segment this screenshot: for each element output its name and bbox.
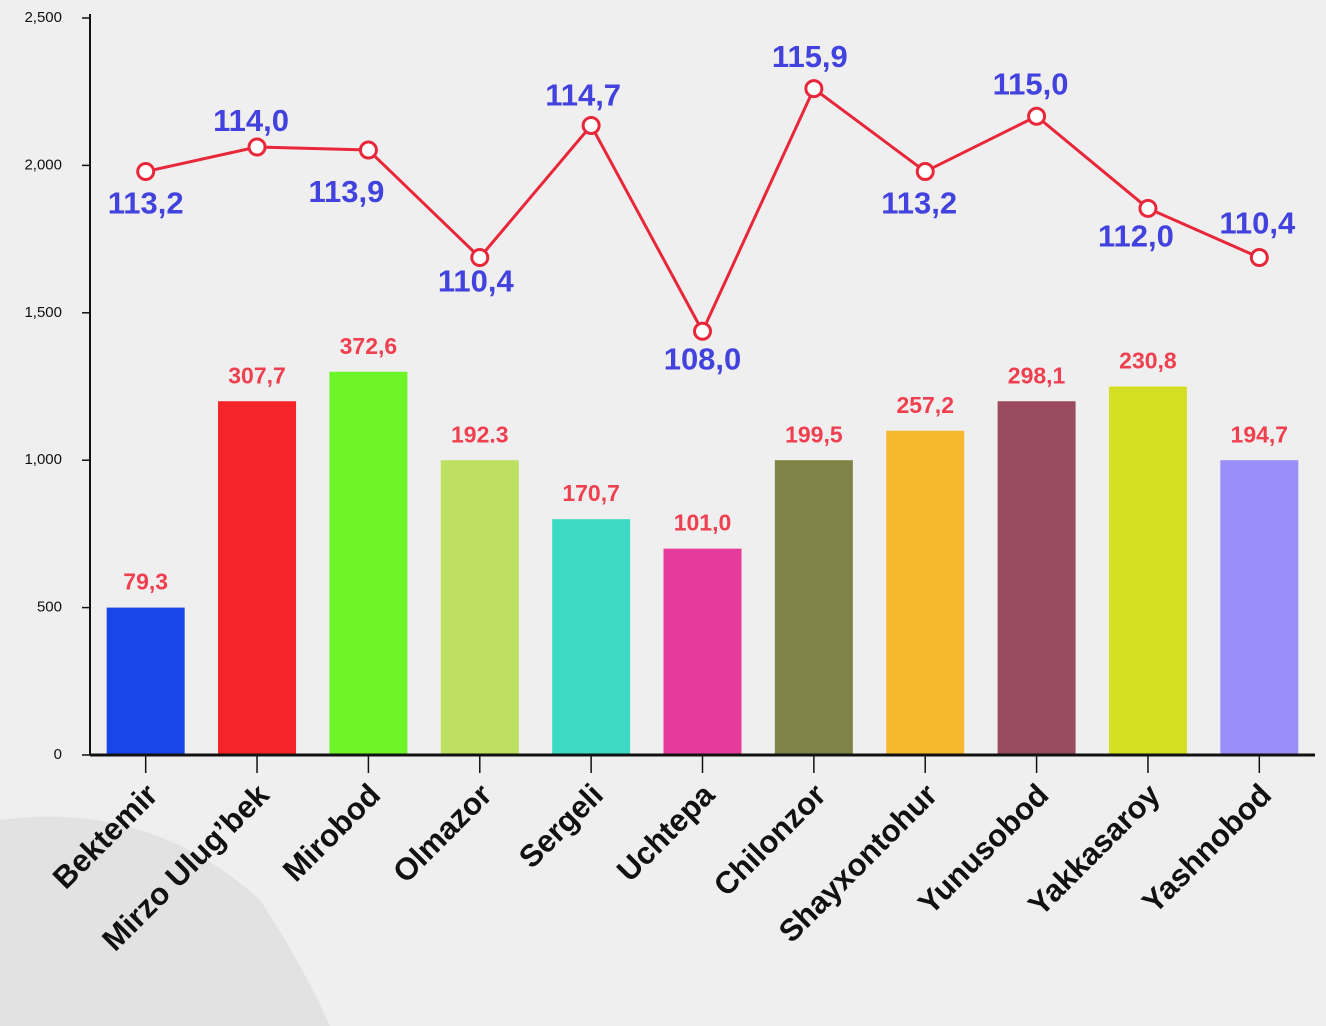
bar xyxy=(1108,386,1187,755)
line-label: 114,7 xyxy=(545,78,621,113)
bar-label: 194,7 xyxy=(1231,421,1289,447)
line-point xyxy=(470,248,490,268)
bar-label: 298,1 xyxy=(1008,362,1066,388)
line-label: 113,9 xyxy=(308,174,384,209)
line-label: 108,0 xyxy=(664,341,742,376)
line-point xyxy=(915,162,935,182)
line-point xyxy=(136,162,156,182)
bar-label: 101,0 xyxy=(674,510,732,536)
line-point xyxy=(1027,106,1047,126)
line-label: 112,0 xyxy=(1098,219,1174,254)
bar xyxy=(774,460,853,755)
x-tick-label: Mirobod xyxy=(276,777,387,888)
bar-label: 307,7 xyxy=(228,362,286,388)
line-label: 115,9 xyxy=(772,39,848,74)
line-label: 113,2 xyxy=(108,186,184,221)
y-tick-label: 2,500 xyxy=(24,9,62,26)
bar-label: 170,7 xyxy=(562,480,620,506)
bar xyxy=(440,460,519,755)
bar xyxy=(1220,460,1299,755)
bar xyxy=(552,519,631,755)
x-tick-label: Uchtepa xyxy=(610,776,722,888)
line-label: 115,0 xyxy=(993,66,1069,101)
line-label: 110,4 xyxy=(1219,206,1296,241)
y-tick-label: 1,000 xyxy=(24,451,62,468)
bar xyxy=(329,371,408,755)
bar xyxy=(997,401,1076,755)
line-point xyxy=(358,140,378,160)
line-point xyxy=(693,321,712,341)
background-shape xyxy=(0,816,330,1026)
bar-label: 199,5 xyxy=(785,421,843,447)
bar xyxy=(218,401,297,755)
line-label: 113,2 xyxy=(881,186,957,221)
line-point xyxy=(804,79,824,99)
x-tick-label: Sergeli xyxy=(512,777,610,875)
bar xyxy=(106,607,185,755)
line-point xyxy=(581,115,601,135)
y-tick-label: 1,500 xyxy=(24,304,62,321)
y-tick-label: 500 xyxy=(37,599,62,616)
line-point xyxy=(1138,198,1158,218)
bar-label: 79,3 xyxy=(123,569,168,595)
line-point xyxy=(247,137,267,157)
line-point xyxy=(1249,248,1269,268)
x-tick-label: Olmazor xyxy=(386,777,498,889)
y-tick-label: 2,000 xyxy=(24,156,62,173)
bar xyxy=(886,430,965,755)
line xyxy=(145,86,1260,335)
line-label: 110,4 xyxy=(438,264,515,299)
bar xyxy=(663,548,742,755)
bar-label: 372,6 xyxy=(340,333,398,359)
bar-label: 230,8 xyxy=(1119,348,1177,374)
bar-label: 192.3 xyxy=(451,421,509,447)
bar-label: 257,2 xyxy=(896,392,954,418)
line-label: 114,0 xyxy=(213,103,289,138)
y-tick-label: 0 xyxy=(54,746,62,763)
